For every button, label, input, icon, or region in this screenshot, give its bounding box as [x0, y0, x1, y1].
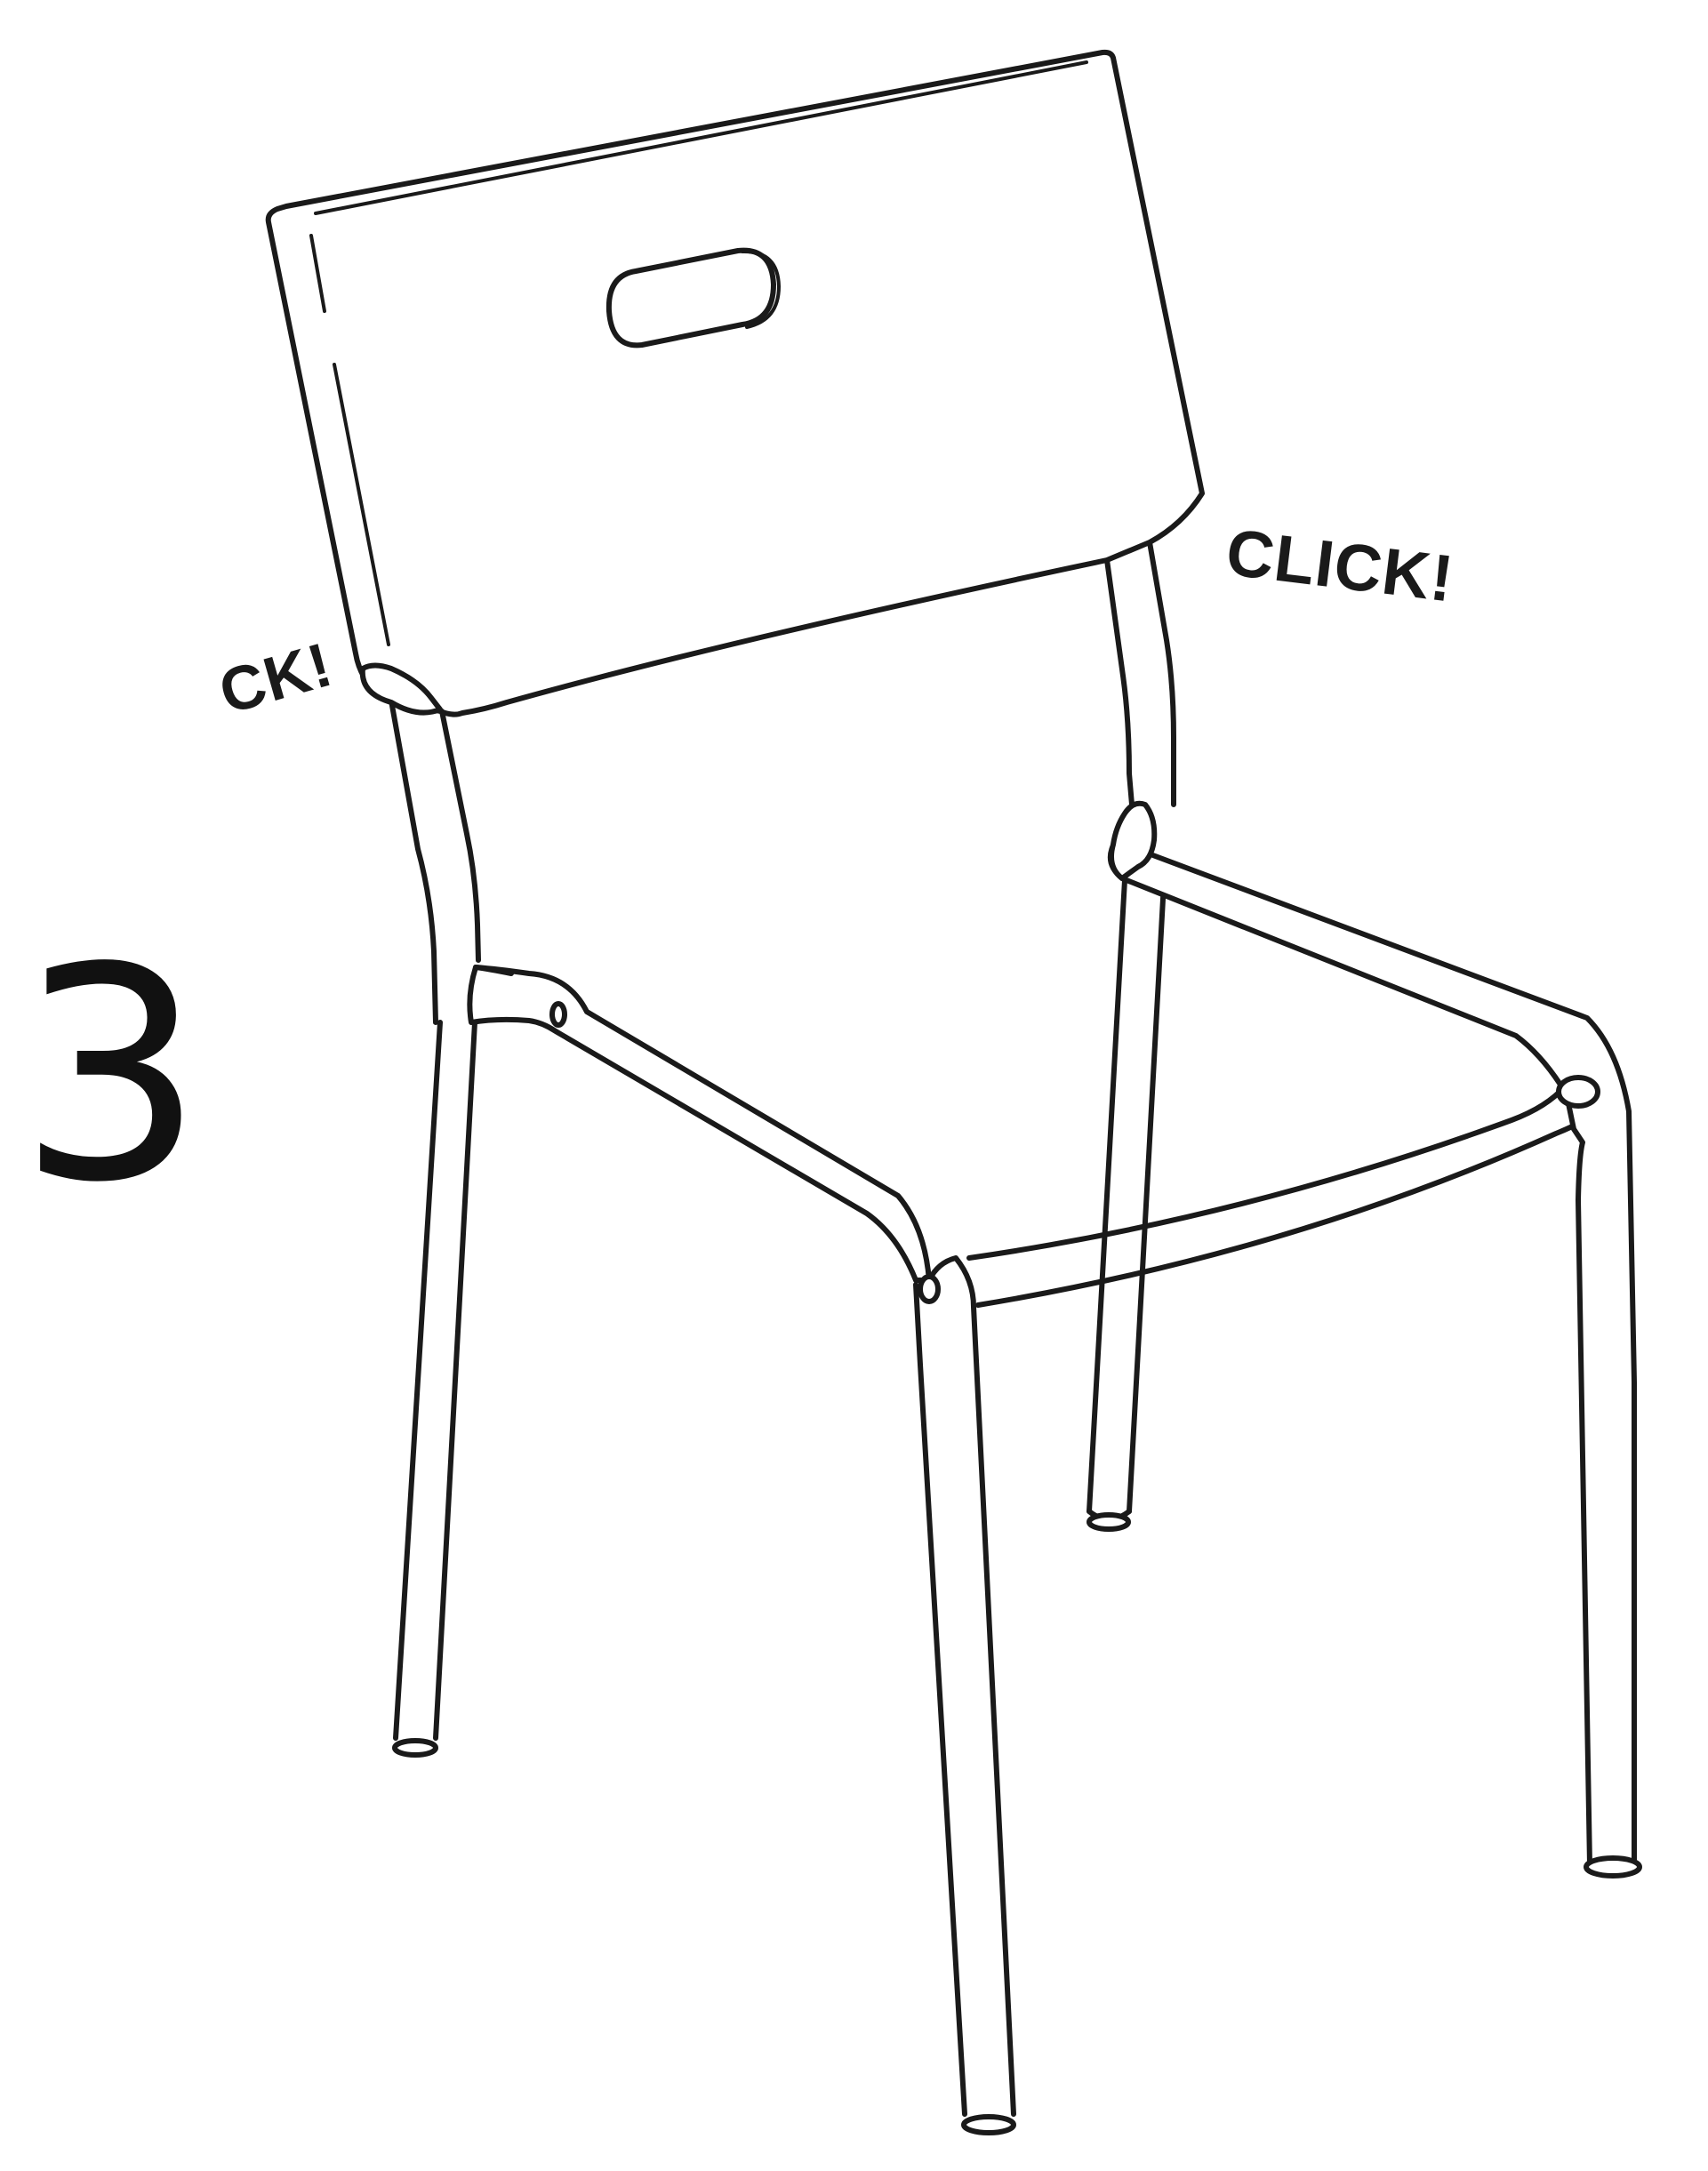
front-seat-rail [966, 1084, 1594, 1308]
rear-left-leg [392, 1020, 477, 1758]
right-side-rail [1107, 800, 1642, 1879]
rear-left-post [359, 662, 481, 1025]
rear-right-leg [1087, 540, 1176, 1532]
left-side-rail [467, 965, 1016, 2135]
backrest-panel [265, 49, 1205, 717]
step-number: 3 [18, 905, 204, 1246]
